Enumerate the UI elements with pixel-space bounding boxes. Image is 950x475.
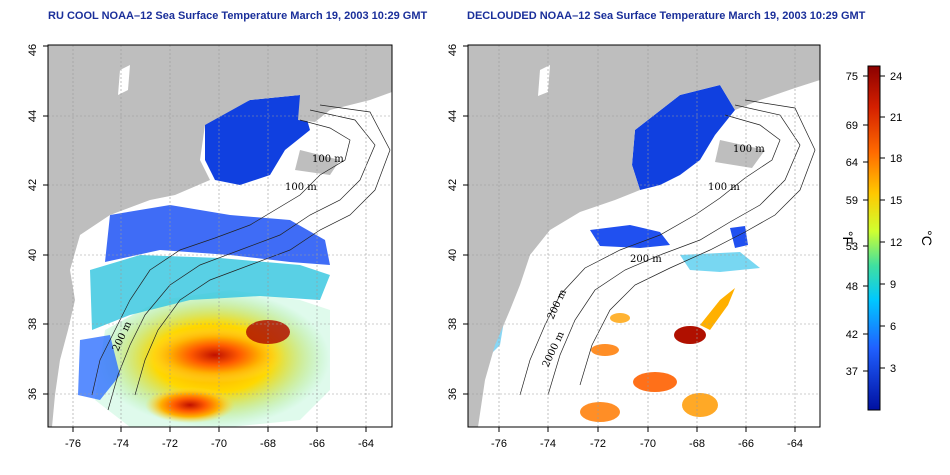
left-x-ticks: -76 -74 -72 -70 -68 -66 -64 bbox=[65, 427, 374, 450]
left-contour-label-1: 100 m bbox=[312, 154, 344, 165]
color-scale-bar bbox=[867, 65, 881, 411]
right-y-tick-label: 40 bbox=[447, 249, 459, 261]
fahrenheit-tick-label: 64 bbox=[846, 157, 858, 169]
right-x-tick-label: -68 bbox=[689, 438, 705, 450]
right-land-mass bbox=[468, 45, 820, 427]
left-land-mass bbox=[48, 45, 392, 427]
fahrenheit-tick-label: 69 bbox=[846, 120, 858, 132]
right-y-tick-label: 42 bbox=[447, 179, 459, 191]
celsius-tick-label: 15 bbox=[890, 195, 902, 207]
right-warm-patch-5 bbox=[610, 313, 630, 323]
left-x-tick-label: -66 bbox=[309, 438, 325, 450]
left-y-tick-label: 40 bbox=[27, 249, 39, 261]
fahrenheit-tick-label: 59 bbox=[846, 195, 858, 207]
left-y-tick-label: 38 bbox=[27, 318, 39, 330]
right-y-tick-label: 46 bbox=[447, 44, 459, 56]
left-map: 100 m 100 m 200 m -76 -74 -72 -70 -68 -6… bbox=[27, 44, 393, 450]
right-x-tick-label: -74 bbox=[540, 438, 556, 450]
left-shelf-water bbox=[90, 255, 330, 330]
left-x-tick-label: -70 bbox=[211, 438, 227, 450]
left-map-title: RU COOL NOAA–12 Sea Surface Temperature … bbox=[48, 10, 428, 22]
celsius-tick-label: 18 bbox=[890, 153, 902, 165]
fahrenheit-tick-label: 42 bbox=[846, 329, 858, 341]
left-southern-warm-patch bbox=[145, 387, 235, 423]
right-y-tick-label: 38 bbox=[447, 318, 459, 330]
right-map-title: DECLOUDED NOAA–12 Sea Surface Temperatur… bbox=[467, 10, 866, 22]
left-x-tick-label: -76 bbox=[65, 438, 81, 450]
left-y-tick-label: 36 bbox=[27, 388, 39, 400]
celsius-tick-label: 12 bbox=[890, 237, 902, 249]
color-scale: 75 69 64 59 53 48 42 37 24 21 18 15 12 9… bbox=[840, 65, 935, 411]
right-isobath-2000m bbox=[579, 99, 816, 386]
right-x-tick-label: -70 bbox=[640, 438, 656, 450]
right-contour-label-1: 100 m bbox=[733, 144, 765, 155]
right-isobath-200m bbox=[547, 104, 801, 396]
celsius-tick-label: 9 bbox=[890, 279, 896, 291]
right-x-tick-label: -72 bbox=[590, 438, 606, 450]
right-contour-label-2: 100 m bbox=[708, 182, 740, 193]
right-warm-patch-3 bbox=[682, 393, 718, 417]
right-cool-patch bbox=[680, 252, 760, 272]
right-warm-eddy bbox=[674, 326, 706, 344]
left-contour-label-2: 100 m bbox=[285, 182, 317, 193]
right-y-ticks: 36 38 40 42 44 46 bbox=[447, 44, 468, 400]
right-cold-patch-east bbox=[730, 226, 748, 248]
right-x-tick-label: -66 bbox=[738, 438, 754, 450]
fahrenheit-unit-label: °F bbox=[840, 231, 856, 245]
celsius-tick-label: 21 bbox=[890, 112, 902, 124]
left-nova-scotia bbox=[295, 150, 340, 175]
left-isobath-100m bbox=[91, 119, 351, 396]
right-x-tick-label: -64 bbox=[787, 438, 803, 450]
left-gulf-of-maine-cold-water bbox=[205, 95, 310, 185]
right-cold-patch bbox=[590, 225, 670, 248]
fahrenheit-tick-label: 75 bbox=[846, 71, 858, 83]
left-x-tick-label: -68 bbox=[260, 438, 276, 450]
left-y-tick-label: 44 bbox=[27, 110, 39, 122]
left-coastal-cold-water bbox=[78, 335, 120, 400]
left-x-tick-label: -72 bbox=[162, 438, 178, 450]
celsius-tick-label: 6 bbox=[890, 321, 896, 333]
fahrenheit-tick-label: 37 bbox=[846, 366, 858, 378]
celsius-tick-label: 3 bbox=[890, 363, 896, 375]
left-lake bbox=[118, 65, 130, 95]
right-x-ticks: -76 -74 -72 -70 -68 -66 -64 bbox=[491, 427, 803, 450]
left-gulf-stream-core bbox=[145, 327, 285, 383]
right-contour-label-3: 200 m bbox=[630, 254, 662, 265]
right-isobath-100m bbox=[519, 114, 781, 396]
left-y-tick-label: 46 bbox=[27, 44, 39, 56]
right-lake bbox=[538, 65, 550, 96]
right-x-tick-label: -76 bbox=[491, 438, 507, 450]
right-y-tick-label: 36 bbox=[447, 388, 459, 400]
right-grid bbox=[468, 45, 820, 427]
right-gulf-of-maine-cold-water bbox=[632, 85, 735, 190]
left-isobath-200m bbox=[107, 109, 376, 411]
left-isobath-2000m bbox=[134, 104, 391, 396]
right-map-frame bbox=[467, 44, 821, 428]
left-x-tick-label: -74 bbox=[113, 438, 129, 450]
left-map-frame bbox=[47, 44, 393, 428]
right-warm-patch-1 bbox=[591, 344, 619, 356]
left-y-ticks: 36 38 40 42 44 46 bbox=[27, 44, 48, 400]
fahrenheit-tick-label: 53 bbox=[846, 241, 858, 253]
left-x-tick-label: -64 bbox=[358, 438, 374, 450]
celsius-tick-label: 24 bbox=[890, 71, 902, 83]
fahrenheit-tick-label: 48 bbox=[846, 281, 858, 293]
left-grid bbox=[48, 45, 392, 427]
right-y-tick-label: 44 bbox=[447, 110, 459, 122]
right-nova-scotia bbox=[715, 140, 765, 168]
left-warm-eddy bbox=[246, 320, 290, 344]
right-warm-patch-2 bbox=[633, 372, 677, 392]
left-y-tick-label: 42 bbox=[27, 179, 39, 191]
right-warm-filament bbox=[700, 288, 735, 330]
left-cold-shelf-water bbox=[105, 205, 330, 265]
right-map: 100 m 100 m 200 m 200 m 2000 m -76 -74 -… bbox=[447, 44, 821, 450]
celsius-unit-label: °C bbox=[919, 230, 935, 246]
right-warm-patch-4 bbox=[580, 402, 620, 422]
